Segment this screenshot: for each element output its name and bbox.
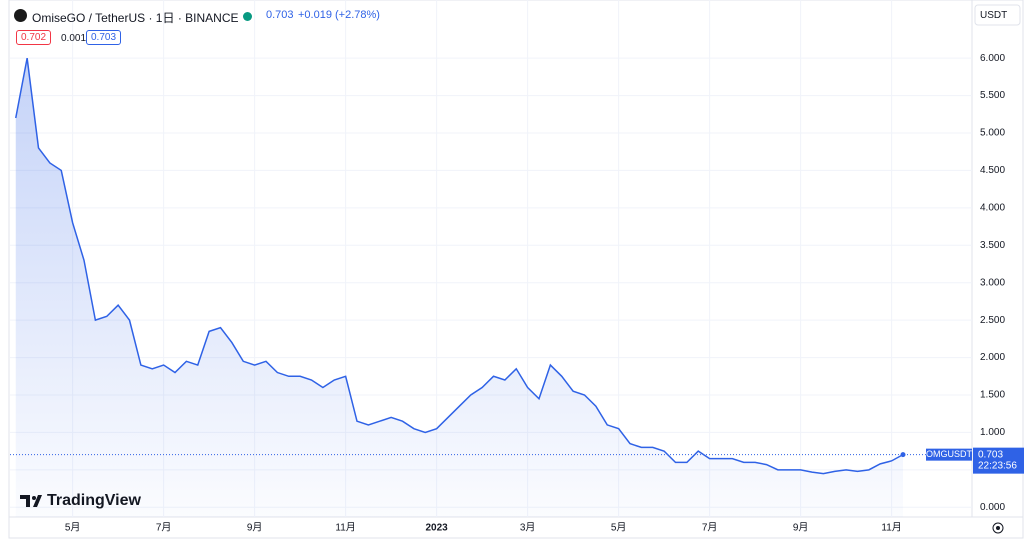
x-tick-label: 3月 — [520, 522, 536, 534]
price-line — [15, 58, 904, 475]
x-tick-label: 11月 — [335, 522, 355, 534]
x-tick-label: 5月 — [65, 522, 81, 534]
y-tick-label: 4.500 — [980, 165, 1005, 176]
y-tick-label: 2.000 — [980, 352, 1005, 363]
marks — [10, 58, 972, 518]
price-tag — [973, 447, 1024, 474]
symbol-icon — [14, 9, 27, 23]
spread: 0.001 — [61, 33, 87, 44]
y-tick-label: 3.000 — [980, 277, 1005, 288]
bid-box[interactable]: 0.702 — [16, 30, 52, 45]
last-price: 0.703 — [266, 9, 294, 21]
settings-icon[interactable] — [992, 522, 1004, 534]
brand-logo — [20, 495, 42, 507]
status-dot — [243, 10, 252, 24]
x-tick-label: 9月 — [247, 522, 263, 534]
currency-button[interactable] — [974, 4, 1021, 26]
symbol-title[interactable]: OmiseGO / TetherUS · 1日 · BINANCE — [32, 11, 239, 25]
x-tick-label: 9月 — [793, 522, 809, 534]
settings-icon — [996, 526, 1000, 530]
price-tag-countdown: 22:23:56 — [978, 460, 1017, 471]
y-tick-label: 4.000 — [980, 202, 1005, 213]
symbol-tag-label: OMGUSDT — [926, 449, 973, 459]
x-tick-label: 5月 — [611, 522, 627, 534]
x-tick-label: 11月 — [881, 522, 901, 534]
x-tick-label: 2023 — [426, 523, 449, 534]
y-tick-label: 5.000 — [980, 128, 1005, 139]
x-tick-label: 7月 — [156, 522, 172, 534]
y-tick-label: 3.500 — [980, 240, 1005, 251]
x-tick-label: 7月 — [702, 522, 718, 534]
y-tick-label: 1.000 — [980, 427, 1005, 438]
y-tick-label: 5.500 — [980, 90, 1005, 101]
price-change: +0.019 (+2.78%) — [298, 9, 380, 21]
frame — [8, 0, 1024, 539]
symbol-tag — [926, 448, 972, 461]
area-fill — [15, 58, 903, 518]
y-axis-label: USDT — [980, 10, 1007, 21]
ask-box[interactable]: 0.703 — [86, 30, 122, 45]
y-tick-label: 6.000 — [980, 53, 1005, 64]
brand: TradingView — [47, 492, 142, 509]
y-tick-label: 2.500 — [980, 315, 1005, 326]
last-point — [900, 452, 906, 458]
y-tick-label: 1.500 — [980, 390, 1005, 401]
price-tag-value: 0.703 — [978, 449, 1003, 460]
y-tick-label: 0.000 — [980, 502, 1005, 513]
